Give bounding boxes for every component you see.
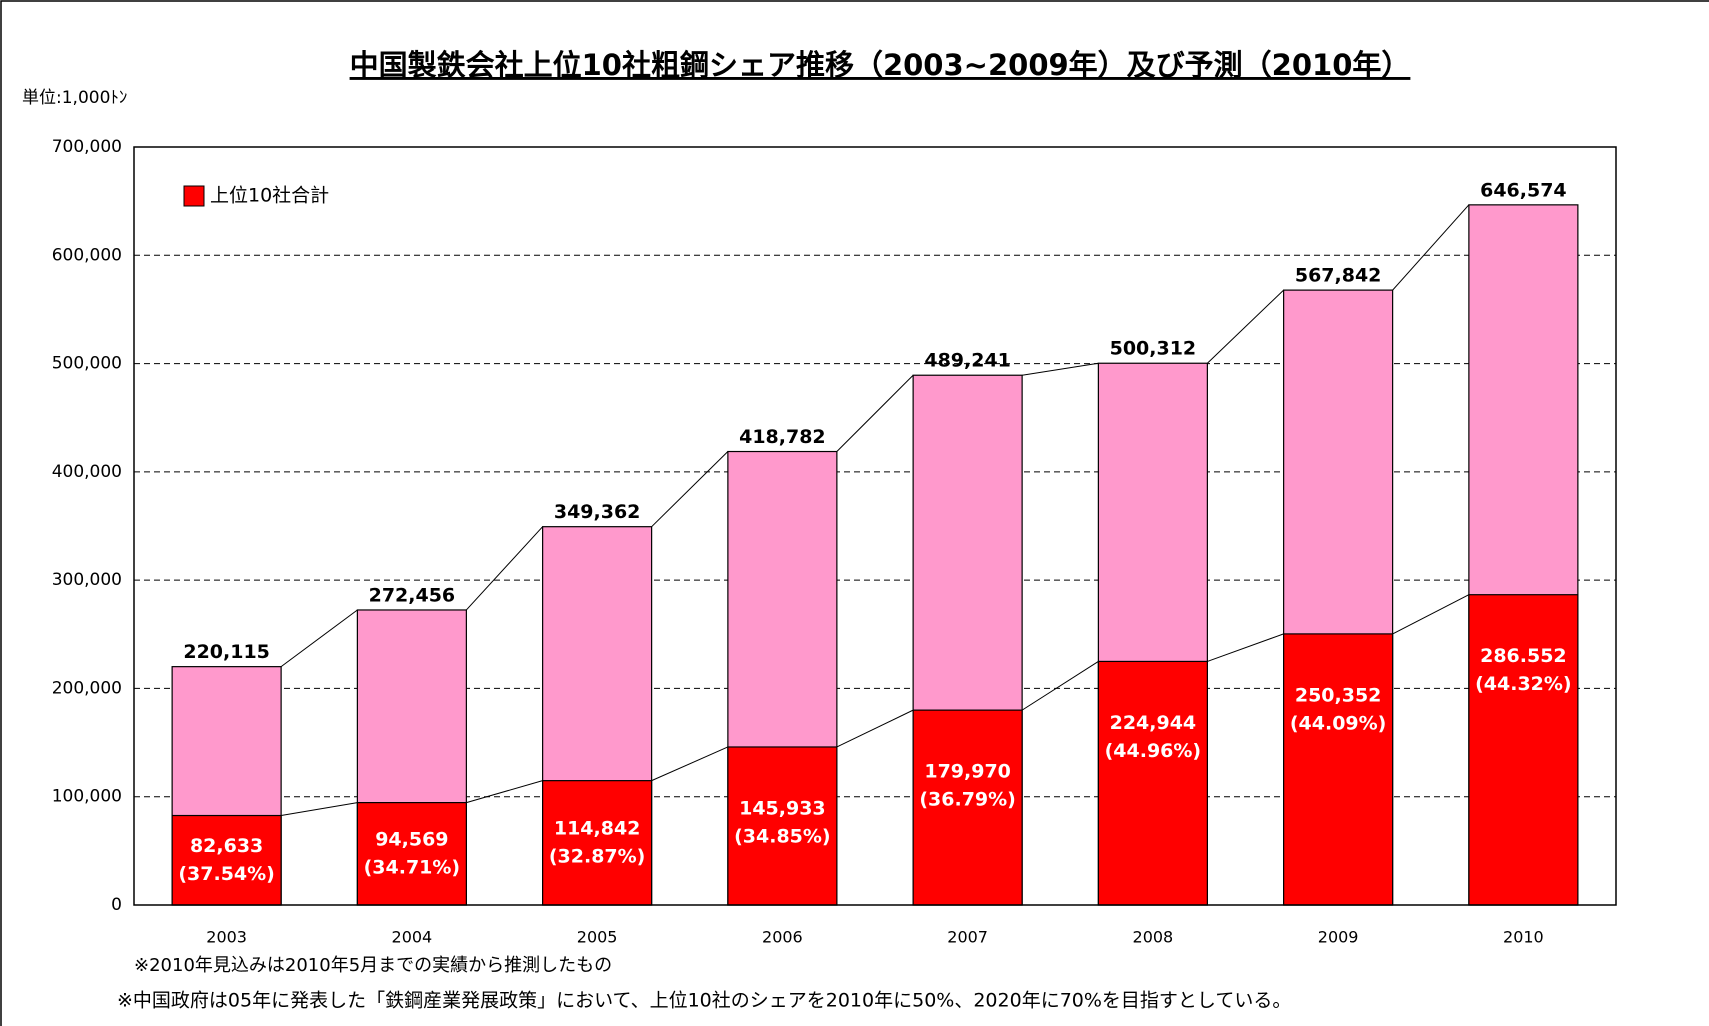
value-label: 82,633 xyxy=(190,835,263,857)
connector xyxy=(1392,594,1470,635)
share-label: (44.96%) xyxy=(1105,740,1202,762)
note: ※2010年見込みは2010年5月までの実績から推測したもの xyxy=(134,955,612,976)
legend-label: 上位10社合計 xyxy=(210,185,329,207)
y-tick-label: 200,000 xyxy=(52,678,122,698)
value-label: 94,569 xyxy=(375,828,448,850)
connector xyxy=(1207,633,1284,662)
bar xyxy=(1283,633,1394,906)
connector xyxy=(1021,660,1099,711)
connector xyxy=(466,526,543,611)
share-label: (34.85%) xyxy=(734,825,831,847)
total-label: 500,312 xyxy=(1110,338,1197,360)
bar xyxy=(542,780,653,906)
share-label: (44.09%) xyxy=(1290,712,1387,734)
total-label: 418,782 xyxy=(739,426,826,448)
x-tick-label: 2009 xyxy=(1318,928,1359,947)
share-label: (34.71%) xyxy=(364,856,461,878)
value-label: 179,970 xyxy=(924,761,1011,783)
connector xyxy=(280,609,358,668)
y-tick-label: 300,000 xyxy=(52,570,122,590)
connector xyxy=(651,746,729,782)
bar xyxy=(1097,660,1208,906)
x-tick-label: 2006 xyxy=(762,928,803,947)
share-label: (37.54%) xyxy=(178,863,275,885)
unit-label: 単位:1,000ﾄﾝ xyxy=(22,88,127,108)
value-label: 286.552 xyxy=(1480,645,1567,667)
value-label: 224,944 xyxy=(1110,712,1197,734)
y-tick-label: 500,000 xyxy=(52,354,122,374)
connector xyxy=(651,451,729,528)
share-label: (32.87%) xyxy=(549,845,646,867)
x-tick-label: 2008 xyxy=(1133,928,1174,947)
total-label: 272,456 xyxy=(369,584,456,606)
value-label: 114,842 xyxy=(554,817,641,839)
bar xyxy=(912,709,1023,906)
plot-area xyxy=(133,146,1617,906)
x-tick-label: 2005 xyxy=(577,928,618,947)
total-label: 646,574 xyxy=(1480,179,1567,201)
total-label: 567,842 xyxy=(1295,265,1382,287)
x-tick-label: 2004 xyxy=(392,928,433,947)
chart-title: 中国製鉄会社上位10社粗鋼シェア推移（2003~2009年）及び予測（2010年… xyxy=(350,48,1411,82)
connector xyxy=(1392,204,1470,291)
x-tick-label: 2010 xyxy=(1503,928,1544,947)
connector xyxy=(281,802,358,817)
connector xyxy=(1207,289,1284,364)
note: ※中国政府は05年に発表した「鉄鋼産業発展政策」において、上位10社のシェアを2… xyxy=(117,990,1291,1012)
bar xyxy=(171,814,282,906)
y-tick-label: 700,000 xyxy=(52,137,122,157)
bar xyxy=(356,801,467,906)
x-tick-label: 2007 xyxy=(947,928,988,947)
y-tick-label: 0 xyxy=(111,895,122,915)
value-label: 250,352 xyxy=(1295,684,1382,706)
connector xyxy=(1022,362,1099,376)
connector xyxy=(836,374,914,452)
total-label: 349,362 xyxy=(554,501,641,523)
y-tick-label: 600,000 xyxy=(52,245,122,265)
total-label: 489,241 xyxy=(924,350,1011,372)
share-label: (36.79%) xyxy=(919,789,1016,811)
value-label: 145,933 xyxy=(739,797,826,819)
y-tick-label: 400,000 xyxy=(52,462,122,482)
share-label: (44.32%) xyxy=(1475,673,1572,695)
total-label: 220,115 xyxy=(183,641,270,663)
y-tick-label: 100,000 xyxy=(52,787,122,807)
connector xyxy=(836,709,914,748)
x-tick-label: 2003 xyxy=(206,928,247,947)
legend-swatch xyxy=(183,185,205,207)
connector xyxy=(466,780,543,804)
bar xyxy=(1468,594,1579,906)
